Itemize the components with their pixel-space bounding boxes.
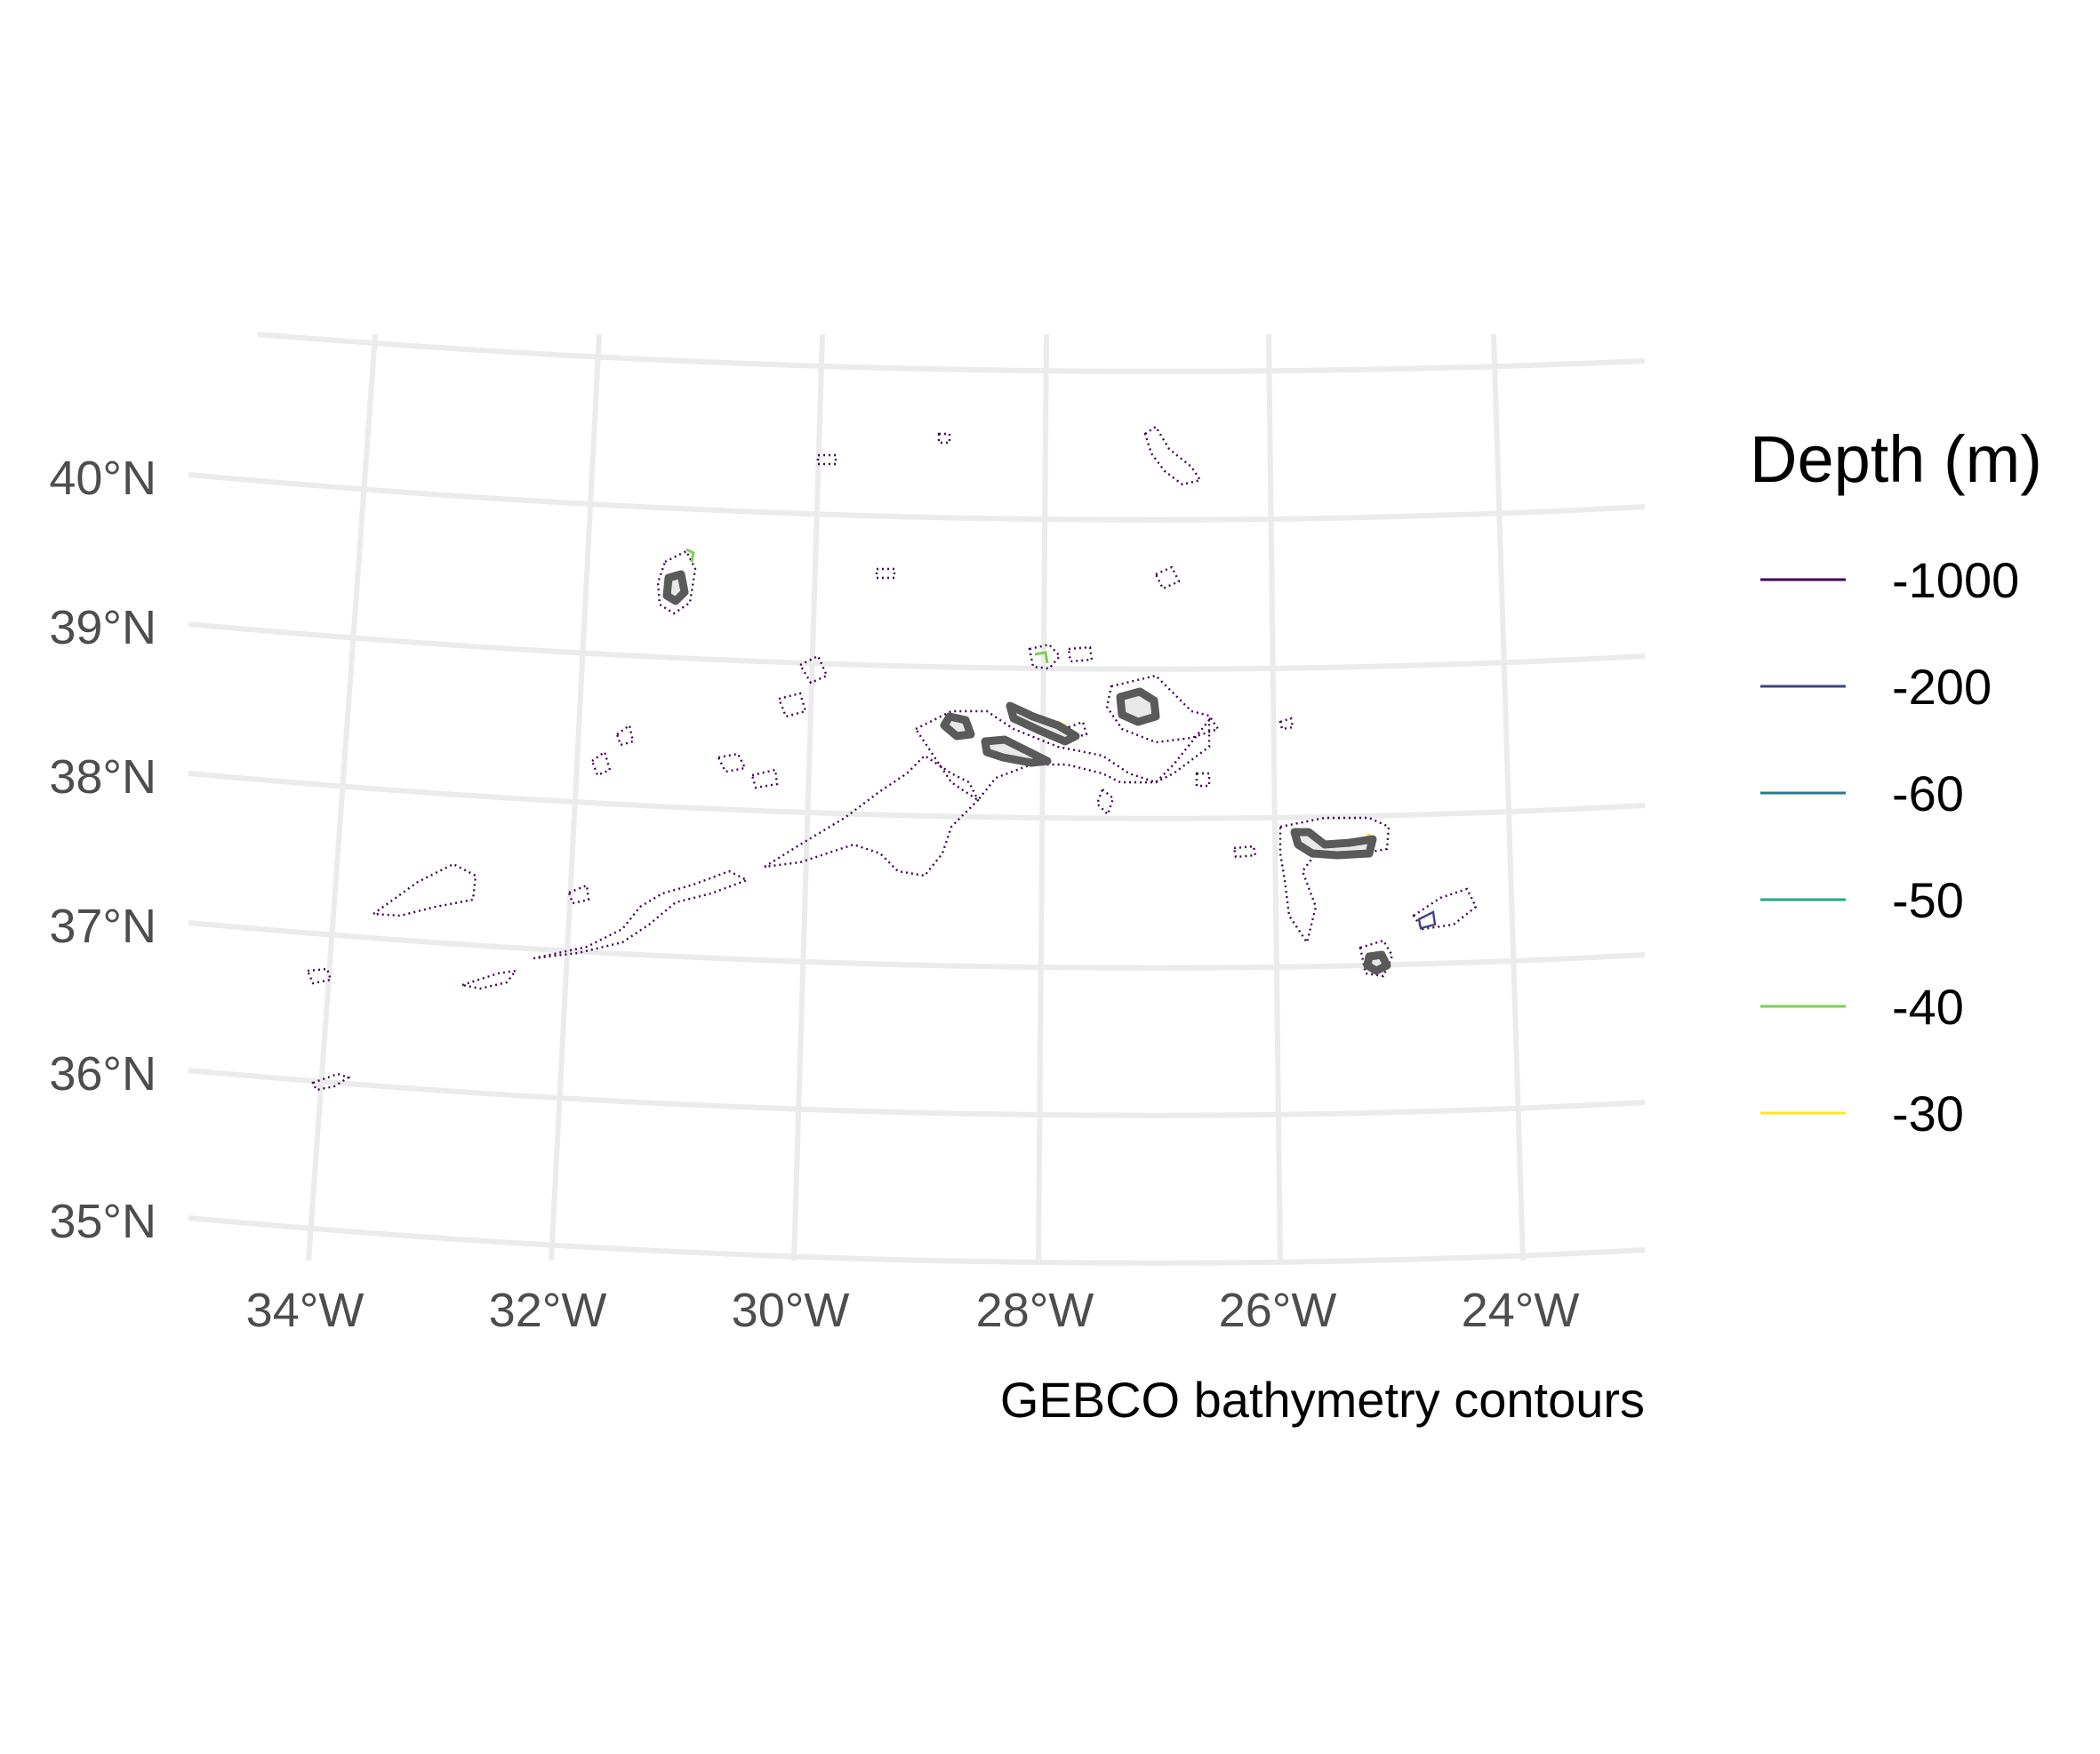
graticule (188, 332, 1646, 1266)
contour-seamount-n (1232, 845, 1257, 859)
contour-40m-flores (685, 548, 695, 563)
graticule-lat-36 (188, 1068, 1646, 1118)
contour-southwest-chain (458, 969, 518, 990)
legend-label-1000: -1000 (1892, 552, 2019, 608)
island-faial (940, 712, 975, 741)
islands (662, 570, 1391, 975)
x-tick-label: 26°W (1219, 1284, 1337, 1337)
x-tick-label: 24°W (1462, 1284, 1580, 1337)
contour-seamount-j (816, 453, 838, 466)
contour-western-ridge (370, 862, 477, 917)
contour-seamount-o (1278, 717, 1294, 731)
contour-seamount-g (777, 692, 807, 718)
contour-flores (656, 549, 697, 615)
y-tick-label: 39°N (49, 601, 156, 654)
legend-label-50: -50 (1892, 872, 1964, 928)
graticule-lon-28 (1036, 333, 1049, 1261)
y-tick-label: 37°N (49, 900, 156, 953)
contour-central-ridge (533, 869, 749, 960)
contour-sw-seamount (311, 1072, 351, 1092)
contour-seamount-i (1067, 645, 1094, 663)
x-tick-label: 28°W (976, 1284, 1094, 1337)
graticule-lat-39 (188, 621, 1646, 672)
island-flores (662, 570, 689, 605)
legend-title: Depth (m) (1750, 422, 2042, 496)
graticule-top-edge (257, 332, 1646, 374)
contour-seamount-l (875, 567, 896, 580)
map-caption: GEBCO bathymetry contours (1000, 1372, 1645, 1428)
island-sao-miguel (1290, 828, 1377, 860)
graticule-lon-34 (306, 333, 378, 1261)
graticule-lat-38 (188, 771, 1646, 821)
island-sao-jorge (1006, 701, 1080, 746)
x-axis: 34°W 32°W 30°W 28°W 26°W 24°W (246, 1284, 1580, 1337)
contour-seamount-a (567, 884, 590, 905)
legend: Depth (m) -1000 -200 -60 -50 -40 -30 (1750, 422, 2042, 1141)
legend-label-40: -40 (1892, 979, 1964, 1035)
contour-seamount-k (937, 432, 951, 445)
contours-1000m (306, 425, 1478, 1092)
contour-seamount-b (590, 750, 612, 777)
contour-north-seamount (1143, 425, 1202, 486)
contour-seamount-q (1095, 787, 1115, 817)
graticule-lat-35 (188, 1215, 1646, 1266)
y-tick-label: 38°N (49, 750, 156, 804)
y-tick-label: 40°N (49, 452, 156, 505)
contour-sao-miguel (1278, 816, 1391, 945)
island-pico (981, 735, 1052, 767)
contour-seamount-p (1067, 720, 1088, 740)
contour-40m-graciosa (1034, 651, 1049, 664)
contour-200m-formigas (1417, 910, 1437, 930)
y-axis: 40°N 39°N 38°N 37°N 36°N 35°N (49, 452, 156, 1248)
island-santa-maria (1363, 950, 1391, 975)
contour-seamount-h (1154, 565, 1181, 590)
x-tick-label: 34°W (246, 1284, 365, 1337)
graticule-lon-30 (791, 333, 825, 1261)
y-tick-label: 35°N (49, 1195, 156, 1248)
x-tick-label: 32°W (489, 1284, 607, 1337)
contour-seamount-d (717, 752, 747, 773)
contour-princess-alice (306, 967, 333, 985)
graticule-lat-40 (188, 472, 1646, 523)
contour-seamount-c (615, 723, 635, 747)
legend-label-200: -200 (1892, 659, 1992, 715)
contour-graciosa (1028, 643, 1062, 670)
legend-label-60: -60 (1892, 765, 1964, 821)
contour-santa-maria (1359, 939, 1394, 978)
contour-formigas (1412, 887, 1478, 931)
graticule-lat-37 (188, 920, 1646, 971)
contour-seamount-e (750, 768, 779, 789)
contour-seamount-f (798, 654, 829, 685)
graticule-lon-26 (1266, 333, 1283, 1261)
y-tick-label: 36°N (49, 1047, 156, 1101)
legend-label-30: -30 (1892, 1085, 1964, 1141)
x-tick-label: 30°W (732, 1284, 850, 1337)
graticule-lon-32 (549, 333, 602, 1261)
graticule-lon-24 (1491, 333, 1526, 1261)
island-terceira (1116, 687, 1160, 726)
contour-central-group (914, 709, 1211, 802)
contour-seamount-m (1195, 772, 1211, 788)
